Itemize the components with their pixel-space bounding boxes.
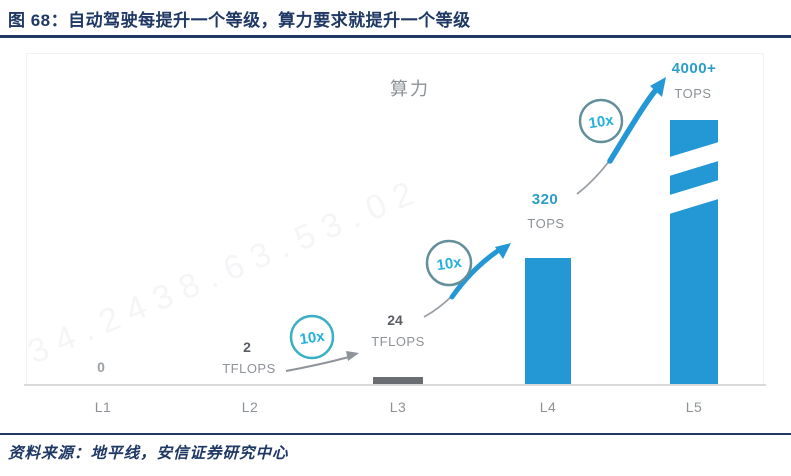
bar-l3 — [373, 377, 423, 386]
source-text: 资料来源：地平线，安信证券研究中心 — [8, 445, 289, 462]
unit-label-l3: TFLOPS — [371, 334, 425, 349]
value-label-l4: 320 — [531, 191, 559, 208]
category-label-l1: L1 — [94, 399, 112, 415]
category-label-l5: L5 — [685, 399, 703, 415]
category-label-l2: L2 — [241, 399, 259, 415]
bar-l4 — [525, 258, 571, 386]
figure-title: 图 68：自动驾驶每提升一个等级，算力要求就提升一个等级 — [8, 11, 471, 30]
unit-label-l2: TFLOPS — [222, 361, 276, 376]
x-axis-line — [24, 384, 766, 386]
category-label-l3: L3 — [389, 399, 407, 415]
value-label-l5: 4000+ — [671, 60, 717, 77]
unit-label-l4: TOPS — [527, 216, 565, 231]
value-label-l3: 24 — [387, 312, 403, 328]
axis-break-stripe — [670, 175, 718, 219]
category-label-l4: L4 — [539, 399, 557, 415]
value-label-l1: 0 — [97, 359, 105, 375]
bar-l5 — [670, 120, 718, 386]
value-label-l2: 2 — [243, 339, 251, 355]
axis-break-stripe — [670, 137, 718, 181]
unit-label-l5: TOPS — [674, 86, 712, 101]
source-divider — [0, 433, 791, 435]
chart-title-label: 算力 — [390, 79, 430, 99]
title-divider — [0, 35, 791, 38]
